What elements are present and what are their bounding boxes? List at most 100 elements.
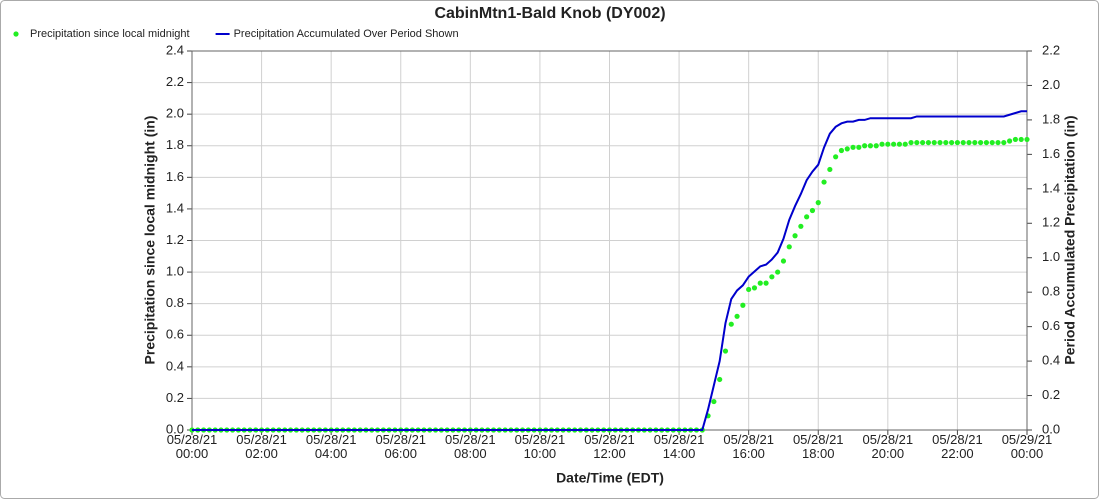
data-point bbox=[1012, 136, 1019, 143]
data-point bbox=[920, 139, 926, 146]
data-point bbox=[838, 147, 845, 154]
y-tick-label: 1.2 bbox=[166, 232, 184, 247]
data-point bbox=[734, 313, 740, 319]
data-point bbox=[815, 200, 821, 206]
data-point bbox=[746, 286, 752, 293]
data-point bbox=[809, 207, 816, 214]
x-tick-label: 05/28/21 10:00 bbox=[514, 432, 566, 461]
y-tick-label: 0.6 bbox=[166, 327, 184, 342]
data-point bbox=[1001, 139, 1007, 146]
y-axis-label: Precipitation since local midnight (in) bbox=[142, 116, 158, 365]
data-point bbox=[757, 280, 763, 286]
chart-title: CabinMtn1-Bald Knob (DY002) bbox=[434, 5, 665, 22]
data-point bbox=[844, 146, 850, 152]
data-point bbox=[867, 143, 874, 149]
y2-tick-label: 0.2 bbox=[1042, 387, 1060, 402]
y2-tick-label: 0.4 bbox=[1042, 353, 1060, 368]
data-point bbox=[914, 139, 920, 146]
data-point bbox=[862, 143, 868, 149]
x-tick-label: 05/28/21 18:00 bbox=[792, 432, 844, 461]
data-point bbox=[1007, 138, 1013, 144]
data-point bbox=[856, 144, 862, 150]
x-tick-label: 05/28/21 22:00 bbox=[932, 432, 983, 461]
data-point bbox=[827, 166, 833, 173]
y-tick-label: 1.4 bbox=[166, 200, 184, 215]
x-tick-label: 05/28/21 14:00 bbox=[653, 432, 705, 461]
data-line bbox=[192, 110, 1027, 431]
data-point bbox=[896, 141, 903, 147]
data-point bbox=[891, 141, 897, 147]
x-tick-label: 05/28/21 16:00 bbox=[723, 432, 774, 461]
data-point bbox=[931, 139, 937, 146]
data-point bbox=[751, 285, 758, 291]
data-point bbox=[902, 141, 908, 147]
data-point bbox=[972, 139, 978, 146]
data-point bbox=[786, 244, 792, 250]
data-point bbox=[885, 141, 891, 147]
data-point bbox=[978, 139, 984, 146]
y2-tick-label: 2.0 bbox=[1042, 77, 1060, 92]
y2-tick-label: 1.0 bbox=[1042, 249, 1060, 264]
y-tick-label: 2.0 bbox=[166, 106, 184, 121]
y2-tick-label: 1.2 bbox=[1042, 215, 1060, 230]
y-tick-label: 2.2 bbox=[166, 74, 184, 89]
data-point bbox=[1024, 136, 1030, 143]
data-point bbox=[717, 376, 723, 383]
y-tick-label: 0.2 bbox=[166, 390, 184, 405]
data-point bbox=[954, 139, 961, 146]
data-point bbox=[780, 258, 787, 264]
y2-tick-label: 2.2 bbox=[1042, 42, 1060, 57]
data-point bbox=[995, 139, 1001, 146]
legend-marker bbox=[13, 31, 19, 37]
y2-tick-label: 0.6 bbox=[1042, 318, 1060, 333]
x-tick-label: 05/29/21 00:00 bbox=[1001, 432, 1053, 461]
data-point bbox=[850, 144, 856, 150]
y2-tick-label: 1.6 bbox=[1042, 146, 1060, 161]
data-point bbox=[833, 154, 839, 160]
data-point bbox=[798, 223, 804, 229]
y2-axis-label: Period Accumulated Precipitation (in) bbox=[1062, 115, 1078, 364]
data-point bbox=[937, 139, 943, 146]
y-tick-label: 0.8 bbox=[166, 295, 184, 310]
x-axis-label: Date/Time (EDT) bbox=[556, 470, 664, 486]
x-tick-label: 05/28/21 00:00 bbox=[166, 432, 218, 461]
data-point bbox=[873, 143, 879, 149]
data-point bbox=[792, 233, 798, 239]
y-tick-label: 0.0 bbox=[166, 421, 184, 436]
y-tick-label: 1.8 bbox=[166, 137, 184, 152]
y-tick-label: 0.4 bbox=[166, 358, 184, 373]
data-point bbox=[1018, 136, 1024, 143]
x-tick-label: 05/28/21 20:00 bbox=[862, 432, 914, 461]
x-tick-label: 05/28/21 08:00 bbox=[445, 432, 496, 461]
x-tick-label: 05/28/21 04:00 bbox=[305, 432, 357, 461]
y-tick-label: 2.4 bbox=[166, 42, 184, 57]
data-point bbox=[804, 214, 810, 220]
data-point bbox=[983, 139, 990, 146]
y-tick-label: 1.0 bbox=[166, 264, 184, 279]
data-point bbox=[925, 139, 932, 146]
data-point bbox=[775, 269, 781, 275]
data-point bbox=[740, 302, 746, 308]
data-point bbox=[711, 398, 717, 405]
data-point bbox=[966, 139, 972, 146]
data-point bbox=[960, 139, 966, 146]
data-point bbox=[908, 139, 914, 146]
data-point bbox=[949, 139, 955, 146]
y2-tick-label: 1.8 bbox=[1042, 111, 1060, 126]
y2-tick-label: 0.0 bbox=[1042, 421, 1060, 436]
data-point bbox=[943, 139, 949, 146]
data-point bbox=[989, 139, 995, 146]
y-tick-label: 1.6 bbox=[166, 169, 184, 184]
data-point bbox=[821, 179, 827, 185]
legend-label: Precipitation Accumulated Over Period Sh… bbox=[234, 28, 459, 40]
y2-tick-label: 1.4 bbox=[1042, 180, 1060, 195]
x-tick-label: 05/28/21 02:00 bbox=[236, 432, 287, 461]
data-point bbox=[728, 321, 734, 327]
data-point bbox=[879, 141, 885, 147]
data-point bbox=[722, 348, 729, 354]
x-tick-label: 05/28/21 12:00 bbox=[584, 432, 635, 461]
legend-label: Precipitation since local midnight bbox=[30, 28, 190, 40]
